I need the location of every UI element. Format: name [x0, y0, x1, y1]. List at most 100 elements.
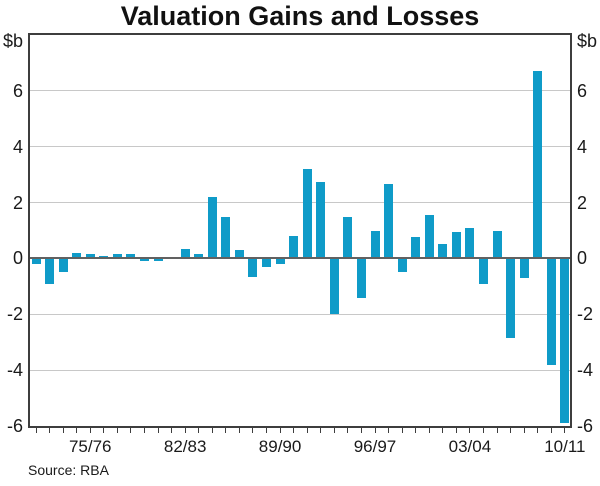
x-tick: [510, 428, 512, 433]
y-tick-label-right-2: 2: [577, 192, 588, 213]
bar-91/92: [302, 169, 312, 259]
y-tick-label-right-4: 4: [577, 136, 588, 157]
x-tick: [293, 428, 295, 433]
y-axis-unit-left: $b: [2, 31, 23, 51]
y-tick-label-left-4: 4: [12, 136, 23, 157]
bar-74/75: [72, 252, 82, 259]
bar-08/09: [533, 71, 543, 259]
x-tick: [537, 428, 539, 433]
x-tick: [157, 428, 159, 433]
x-tick: [279, 428, 281, 433]
bar-05/06: [492, 230, 502, 259]
plot-area: [28, 33, 572, 428]
bar-71/72: [31, 258, 41, 264]
x-tick: [496, 428, 498, 433]
x-tick: [550, 428, 552, 433]
x-axis-label-10/11: 10/11: [544, 437, 586, 456]
x-axis-label-75/76: 75/76: [68, 437, 112, 456]
bar-80/81: [153, 258, 163, 262]
bar-85/86: [221, 216, 231, 259]
bar-76/77: [99, 255, 109, 259]
bar-06/07: [506, 258, 516, 339]
x-tick: [171, 428, 173, 433]
bar-02/03: [451, 231, 461, 259]
x-tick: [469, 428, 471, 433]
bar-97/98: [384, 184, 394, 259]
x-tick: [49, 428, 51, 433]
x-tick: [360, 428, 362, 433]
x-tick: [388, 428, 390, 433]
bar-78/79: [126, 254, 136, 259]
x-tick: [89, 428, 91, 433]
bar-00/01: [424, 215, 434, 259]
x-axis-label-96/97: 96/97: [353, 437, 397, 456]
y-tick-label-left--4: -4: [6, 360, 23, 381]
x-tick: [211, 428, 213, 433]
x-tick: [523, 428, 525, 433]
x-tick: [401, 428, 403, 433]
x-tick: [306, 428, 308, 433]
y-tick-label-right-0: 0: [577, 248, 588, 269]
gridline--4: [30, 369, 570, 371]
y-tick-label-right--6: -6: [577, 416, 594, 436]
bar-88/89: [262, 258, 272, 267]
bar-95/96: [356, 258, 366, 298]
bar-98/99: [397, 258, 407, 273]
bar-87/88: [248, 258, 258, 277]
x-tick: [415, 428, 417, 433]
x-axis-label-03/04: 03/04: [448, 437, 492, 456]
x-tick: [374, 428, 376, 433]
x-axis-label-89/90: 89/90: [258, 437, 302, 456]
gridline-4: [30, 146, 570, 148]
x-tick: [35, 428, 37, 433]
x-tick: [252, 428, 254, 433]
bar-99/00: [411, 237, 421, 259]
bar-84/85: [207, 196, 217, 259]
bar-03/04: [465, 227, 475, 259]
x-tick: [62, 428, 64, 433]
y-tick-label-left--2: -2: [6, 304, 23, 325]
bar-10/11: [560, 258, 570, 424]
x-tick: [225, 428, 227, 433]
gridline--2: [30, 313, 570, 315]
x-tick: [238, 428, 240, 433]
bar-89/90: [275, 258, 285, 264]
x-tick: [333, 428, 335, 433]
source-note: Source: RBA: [28, 462, 109, 478]
x-tick: [347, 428, 349, 433]
bar-82/83: [180, 248, 190, 259]
bar-83/84: [194, 254, 204, 259]
x-tick: [116, 428, 118, 433]
bar-92/93: [316, 181, 326, 259]
bar-73/74: [58, 258, 68, 273]
bar-75/76: [85, 254, 95, 259]
bar-90/91: [289, 236, 299, 259]
bar-01/02: [438, 244, 448, 259]
x-axis-label-82/83: 82/83: [163, 437, 207, 456]
x-tick: [428, 428, 430, 433]
bar-04/05: [478, 258, 488, 284]
bar-09/10: [546, 258, 556, 365]
x-tick: [198, 428, 200, 433]
bar-77/78: [112, 254, 122, 259]
x-tick: [103, 428, 105, 433]
y-tick-label-left-0: 0: [12, 248, 23, 269]
x-tick: [184, 428, 186, 433]
bar-72/73: [45, 258, 55, 284]
y-tick-label-right--4: -4: [577, 360, 594, 381]
zero-line: [30, 257, 570, 260]
x-tick: [130, 428, 132, 433]
x-tick: [455, 428, 457, 433]
bar-07/08: [519, 258, 529, 278]
x-tick: [564, 428, 566, 433]
bar-94/95: [343, 216, 353, 259]
bar-86/87: [234, 250, 244, 259]
x-tick: [320, 428, 322, 433]
bar-79/80: [139, 258, 149, 262]
x-tick: [76, 428, 78, 433]
y-tick-label-right-6: 6: [577, 80, 588, 101]
y-tick-label-left-2: 2: [12, 192, 23, 213]
bar-96/97: [370, 230, 380, 259]
y-tick-label-right--2: -2: [577, 304, 594, 325]
gridline-2: [30, 202, 570, 204]
